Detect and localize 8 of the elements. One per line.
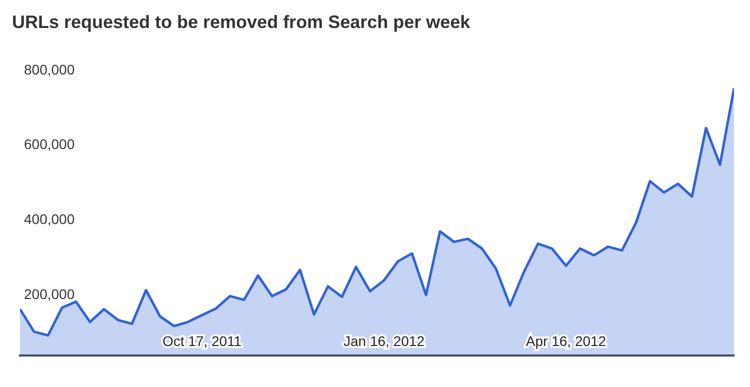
x-tick-label: Apr 16, 2012 (526, 332, 606, 349)
y-tick-label: 800,000 (24, 61, 75, 78)
y-tick-label: 600,000 (24, 136, 75, 152)
x-tick-label: Oct 17, 2011 (162, 332, 242, 349)
chart-title: URLs requested to be removed from Search per week (12, 12, 470, 33)
x-tick-label: Jan 16, 2012 (344, 332, 425, 349)
y-tick-label: 400,000 (24, 210, 75, 227)
y-tick-label: 200,000 (24, 286, 75, 302)
